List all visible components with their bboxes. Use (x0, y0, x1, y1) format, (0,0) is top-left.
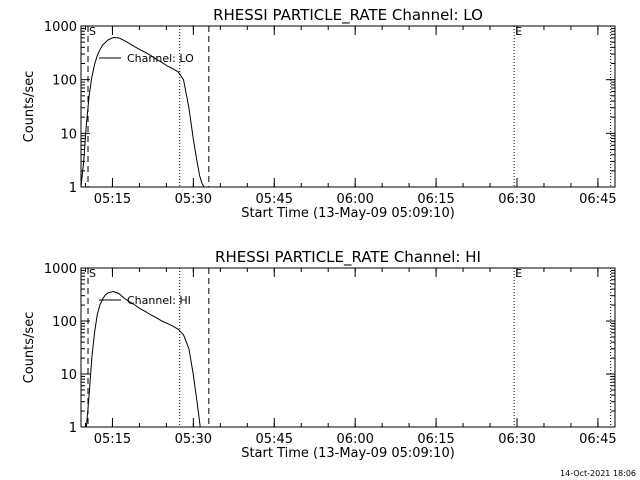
y-tick-label: 10 (60, 127, 77, 142)
chart-title: RHESSI PARTICLE_RATE Channel: LO (213, 6, 483, 25)
series-line (80, 36, 205, 188)
x-tick-label: 06:30 (498, 192, 535, 207)
x-tick-label: 05:45 (256, 192, 293, 207)
x-tick-label: 06:15 (417, 192, 454, 207)
x-axis-label: Start Time (13-May-09 05:09:10) (241, 446, 455, 461)
marker-label: E (515, 25, 522, 38)
x-tick-label: 06:00 (336, 192, 373, 207)
x-tick-label: 05:30 (175, 192, 212, 207)
x-tick-label: 06:00 (336, 432, 373, 447)
x-tick-label: 05:15 (94, 192, 131, 207)
x-tick-label: 06:15 (417, 432, 454, 447)
chart-title: RHESSI PARTICLE_RATE Channel: HI (215, 248, 481, 267)
marker-label: E (515, 267, 522, 280)
legend-label: Channel: LO (127, 52, 194, 65)
y-tick-label: 10 (60, 368, 77, 383)
y-tick-label: 1 (69, 181, 77, 196)
plot-frame (80, 25, 616, 188)
marker-label: S (89, 25, 96, 38)
x-tick-label: 06:45 (579, 432, 616, 447)
y-axis-label: Counts/sec (22, 71, 37, 143)
x-tick-label: 05:15 (94, 432, 131, 447)
marker-label: S (89, 267, 96, 280)
panel-hi: RHESSI PARTICLE_RATE Channel: HI 1 10 100 10… (22, 248, 617, 461)
panel-lo: RHESSI PARTICLE_RATE Channel: LO 1 10 100 10… (22, 6, 617, 221)
series-line (85, 290, 201, 428)
x-axis-label: Start Time (13-May-09 05:09:10) (241, 206, 455, 221)
plot-frame (80, 267, 616, 428)
y-tick-label: 1000 (44, 20, 77, 35)
x-tick-label: 05:30 (175, 432, 212, 447)
legend-label: Channel: HI (127, 294, 191, 307)
x-tick-label: 05:45 (256, 432, 293, 447)
timestamp: 14-Oct-2021 18:06 (560, 469, 636, 478)
y-tick-label: 1 (69, 421, 77, 436)
y-tick-label: 1000 (44, 262, 77, 277)
x-tick-label: 06:30 (498, 432, 535, 447)
x-tick-label: 06:45 (579, 192, 616, 207)
y-tick-label: 100 (52, 74, 77, 89)
y-tick-label: 100 (52, 315, 77, 330)
y-axis-label: Counts/sec (22, 312, 37, 384)
